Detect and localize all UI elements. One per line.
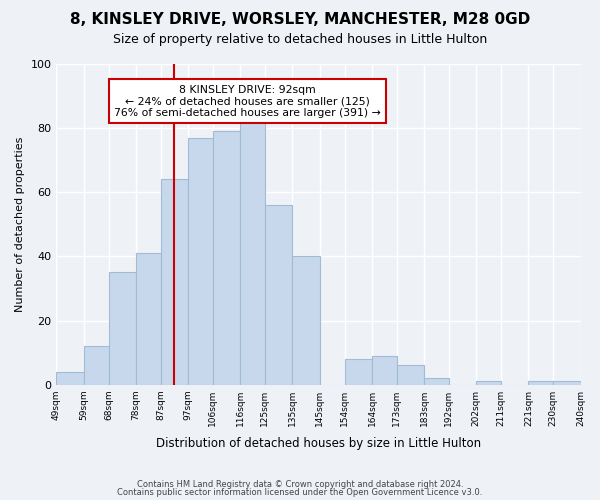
Bar (424, 378, 449, 384)
Text: 8, KINSLEY DRIVE, WORSLEY, MANCHESTER, M28 0GD: 8, KINSLEY DRIVE, WORSLEY, MANCHESTER, M… (70, 12, 530, 28)
Text: Size of property relative to detached houses in Little Hulton: Size of property relative to detached ho… (113, 32, 487, 46)
Bar (213, 132, 240, 384)
Text: Contains HM Land Registry data © Crown copyright and database right 2024.: Contains HM Land Registry data © Crown c… (137, 480, 463, 489)
Y-axis label: Number of detached properties: Number of detached properties (15, 136, 25, 312)
Bar (188, 138, 213, 384)
Bar (161, 180, 188, 384)
Text: Contains public sector information licensed under the Open Government Licence v3: Contains public sector information licen… (118, 488, 482, 497)
Bar (109, 272, 136, 384)
Bar (292, 256, 320, 384)
Text: 8 KINSLEY DRIVE: 92sqm
← 24% of detached houses are smaller (125)
76% of semi-de: 8 KINSLEY DRIVE: 92sqm ← 24% of detached… (115, 85, 381, 118)
Bar (344, 359, 372, 384)
Bar (372, 356, 397, 384)
Bar (529, 382, 553, 384)
Bar (397, 366, 424, 384)
Bar (136, 253, 161, 384)
Bar (56, 372, 84, 384)
Bar (240, 116, 265, 384)
X-axis label: Distribution of detached houses by size in Little Hulton: Distribution of detached houses by size … (156, 437, 481, 450)
Bar (553, 382, 581, 384)
Bar (265, 205, 292, 384)
Bar (84, 346, 109, 385)
Bar (476, 382, 501, 384)
